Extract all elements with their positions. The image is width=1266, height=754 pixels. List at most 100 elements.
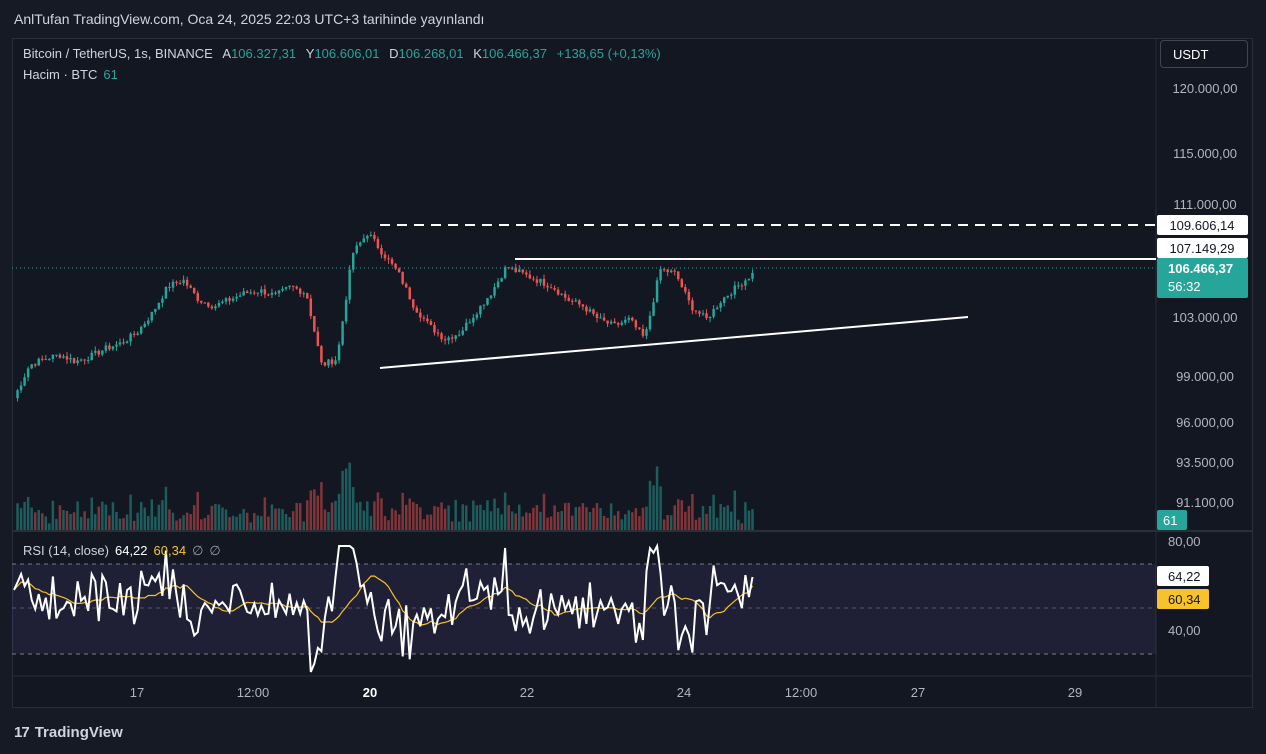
volume-bar (426, 514, 429, 530)
price-axis-label: 93.500,00 (1176, 455, 1234, 470)
volume-bar (245, 512, 249, 530)
candle-body (316, 331, 320, 347)
tradingview-logo-icon: 17 (14, 724, 30, 741)
volume-legend[interactable]: Hacim · BTC 61 (23, 67, 118, 82)
candle-body (132, 333, 136, 335)
candle-body (715, 307, 719, 309)
volume-bar (122, 518, 125, 530)
candle-body (355, 245, 358, 254)
low-value: 106.268,01 (398, 46, 464, 61)
volume-bar (253, 513, 256, 530)
volume-bar (192, 505, 196, 530)
resistance-dashed-tag-text: 109.606,14 (1169, 218, 1234, 233)
volume-bar (118, 518, 122, 530)
volume-bar (242, 508, 245, 530)
volume-bar (489, 511, 493, 530)
volume-bar (705, 513, 708, 530)
candle-body (585, 306, 588, 312)
volume-bar (136, 512, 139, 530)
symbol-legend[interactable]: Bitcoin / TetherUS, 1s, BINANCE A106.327… (23, 46, 661, 61)
candle-body (313, 316, 316, 332)
chart-panel[interactable] (12, 38, 1253, 708)
volume-bar (518, 504, 521, 530)
volume-bar (168, 509, 171, 530)
candle-body (51, 354, 55, 359)
volume-bar (164, 486, 168, 530)
volume-bar (83, 511, 86, 530)
currency-button[interactable]: USDT (1160, 40, 1248, 68)
volume-legend-label: Hacim · BTC (23, 67, 98, 82)
volume-bar (207, 514, 210, 530)
volume-bar (627, 510, 631, 530)
candle-body (514, 267, 517, 272)
candle-body (737, 285, 740, 287)
volume-bar (496, 508, 500, 530)
candle-body (532, 278, 535, 280)
volume-bar (125, 514, 129, 530)
volume-bar (150, 499, 154, 530)
volume-bar (214, 504, 217, 530)
rsi-ma-tag (1157, 589, 1209, 609)
candle-body (369, 234, 373, 236)
candle-body (115, 344, 118, 347)
candle-body (518, 269, 521, 272)
candle-body (641, 328, 645, 336)
countdown-text: 56:32 (1168, 279, 1201, 294)
volume-bar (694, 519, 698, 530)
volume-bars (16, 462, 754, 530)
volume-bar (175, 520, 178, 530)
candle-body (525, 272, 528, 275)
candle-body (726, 295, 729, 298)
volume-bar (645, 506, 648, 530)
volume-bar (217, 504, 221, 530)
volume-bar (30, 507, 33, 530)
candle-body (624, 319, 627, 323)
price-axis-label: 120.000,00 (1172, 81, 1237, 96)
volume-bar (380, 498, 383, 530)
volume-bar (404, 504, 408, 530)
volume-bar (359, 501, 362, 530)
volume-bar (62, 510, 65, 530)
volume-bar (429, 514, 433, 530)
volume-bar (634, 508, 638, 530)
publish-info: AnlTufan TradingView.com, Oca 24, 2025 2… (14, 11, 485, 27)
high-value: 106.606,01 (314, 46, 380, 61)
candle-body (48, 358, 51, 360)
candle-body (486, 298, 489, 305)
candle-body (747, 278, 751, 281)
symbol-name[interactable]: Bitcoin / TetherUS, 1s, BINANCE (23, 46, 213, 61)
rsi-legend-label: RSI (14, close) (23, 543, 109, 558)
volume-bar (659, 486, 662, 530)
volume-bar (486, 500, 489, 530)
volume-bar (549, 516, 553, 530)
candle-body (344, 299, 348, 322)
volume-bar (23, 501, 26, 530)
tradingview-footer[interactable]: 17 TradingView (14, 724, 123, 741)
volume-bar (129, 494, 132, 530)
candle-body (323, 362, 327, 366)
volume-bar (560, 511, 563, 530)
volume-bar (267, 516, 270, 530)
volume-bar (740, 523, 744, 530)
volume-bar (744, 502, 747, 530)
volume-bar (182, 515, 185, 530)
candle-body (397, 268, 401, 273)
volume-bar (337, 493, 341, 530)
volume-bar (260, 516, 263, 530)
volume-bar (390, 508, 394, 530)
volume-legend-value: 61 (103, 67, 118, 82)
candle-body (210, 306, 214, 309)
volume-bar (507, 505, 510, 530)
candle-body (263, 289, 267, 295)
resistance-tag-text: 107.149,29 (1169, 241, 1234, 256)
volume-bar (306, 500, 309, 530)
volume-bar (412, 502, 415, 530)
volume-bar (154, 516, 157, 530)
candle-body (468, 322, 472, 324)
volume-bar (200, 519, 203, 530)
volume-bar (662, 519, 666, 530)
rsi-legend[interactable]: RSI (14, close) 64,22 60,34 ∅ ∅ (23, 543, 221, 559)
candle-body (401, 272, 404, 284)
candle-body (571, 300, 574, 302)
